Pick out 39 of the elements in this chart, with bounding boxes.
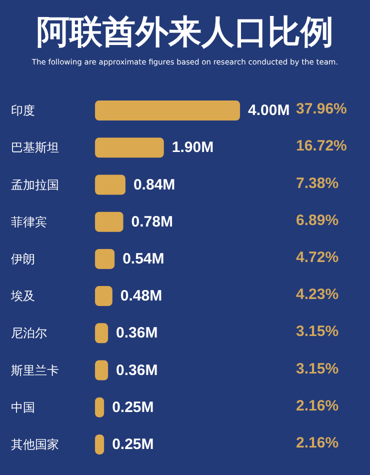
bar (95, 100, 240, 121)
y-tick-label: 巴基斯坦 (11, 140, 59, 155)
text: 3.15% (296, 360, 339, 378)
bar (95, 212, 124, 232)
text: 2.16% (296, 397, 339, 414)
data-label: 0.25M (112, 398, 154, 416)
y-tick-label: 其他国家 (11, 437, 59, 452)
y-tick-label: 尼泊尔 (11, 326, 47, 340)
bar (95, 248, 115, 269)
bar (95, 323, 108, 344)
chart-title: 阿联酋外来人口比例 (36, 12, 334, 51)
y-tick-label: 伊朗 (11, 252, 35, 266)
data-label: 4.00M (248, 102, 290, 120)
y-tick-label: 印度 (11, 104, 35, 118)
bar (95, 138, 164, 158)
text: 7.38% (296, 174, 339, 192)
bar (95, 174, 126, 195)
text: 2.16% (296, 434, 339, 452)
text: 3.15% (296, 323, 339, 340)
data-label: 0.36M (116, 362, 158, 379)
bar (95, 286, 112, 306)
data-label: 0.54M (122, 250, 164, 268)
text: 6.89% (296, 212, 339, 229)
text: 4.72% (296, 248, 339, 266)
y-tick-label: 斯里兰卡 (11, 363, 59, 378)
y-tick-label: 菲律宾 (11, 214, 47, 229)
y-tick-label: 埃及 (10, 289, 35, 304)
text: 4.23% (296, 286, 339, 304)
data-label: 0.78M (131, 213, 173, 230)
text: 37.96% (296, 100, 347, 118)
text: 16.72% (296, 138, 347, 155)
data-label: 0.84M (133, 176, 176, 194)
data-label: 0.25M (112, 436, 154, 453)
data-label: 1.90M (172, 139, 214, 156)
bar (95, 360, 108, 380)
data-label: 0.48M (120, 288, 162, 305)
y-tick-label: 孟加拉国 (11, 178, 59, 192)
data-label: 0.36M (116, 324, 158, 342)
y-tick-label: 中国 (11, 400, 35, 414)
